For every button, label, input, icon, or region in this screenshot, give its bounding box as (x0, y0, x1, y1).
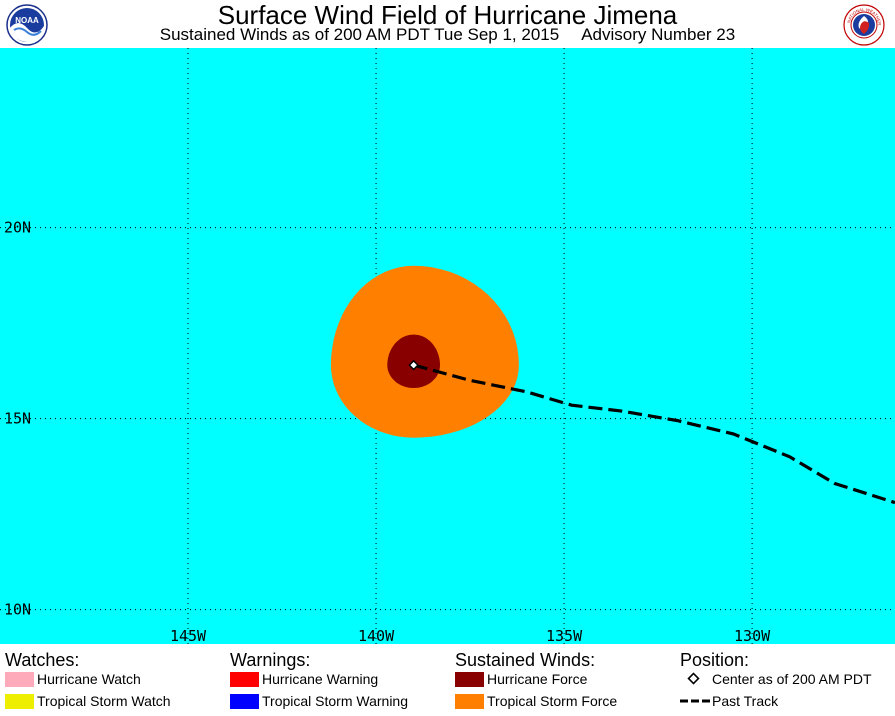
legend-past-track: Past Track (680, 691, 890, 711)
legend-watches-heading: Watches: (5, 650, 80, 670)
noaa-logo: NOAA (6, 4, 48, 46)
lon-label-130W: 130W (734, 627, 771, 644)
advisory-number: Advisory Number 23 (581, 25, 736, 44)
hurricane-watch-swatch (5, 672, 34, 687)
tropical-storm-warning-swatch (230, 694, 259, 709)
hurricane-force-swatch (455, 672, 484, 687)
storm-center-marker (408, 359, 419, 371)
tropical-storm-watch-swatch (5, 694, 34, 709)
hurricane-warning-label: Hurricane Warning (262, 671, 379, 687)
legend-warnings-heading: Warnings: (230, 650, 311, 670)
hurricane-watch-label: Hurricane Watch (37, 671, 141, 687)
lat-label-15N: 15N (4, 410, 31, 428)
lon-label-145W: 145W (170, 627, 207, 644)
header: NOAA Surface Wind Field of Hurricane Jim… (0, 0, 895, 48)
hurricane-force-label: Hurricane Force (487, 671, 588, 687)
legend-winds-heading: Sustained Winds: (455, 650, 596, 670)
noaa-logo-text: NOAA (15, 16, 39, 25)
lat-lon-labels: 20N 15N 10N 145W 140W 135W 130W (4, 219, 771, 644)
valid-time: Sustained Winds as of 200 AM PDT Tue Sep… (159, 25, 560, 44)
legend-position-heading: Position: (680, 650, 750, 670)
center-position-label: Center as of 200 AM PDT (712, 671, 872, 687)
lon-label-140W: 140W (358, 627, 395, 644)
lon-label-135W: 135W (546, 627, 583, 644)
lat-label-20N: 20N (4, 219, 31, 237)
hurricane-warning-swatch (230, 672, 259, 687)
past-track-label: Past Track (712, 693, 779, 709)
nws-logo: NATIONAL WEATHER SERVICE (843, 4, 885, 46)
lat-label-10N: 10N (4, 601, 31, 619)
past-track-line (413, 363, 895, 505)
map-title: Surface Wind Field of Hurricane Jimena (217, 0, 678, 30)
tropical-storm-force-swatch (455, 694, 484, 709)
map-subtitle: Sustained Winds as of 200 AM PDT Tue Sep… (0, 24, 895, 46)
legend-center-position: Center as of 200 AM PDT (680, 669, 890, 689)
legend: Watches: Hurricane Watch Tropical Storm … (0, 644, 895, 716)
past-track-icon (680, 699, 710, 703)
center-diamond-icon (687, 672, 700, 685)
wind-field-map: 20N 15N 10N 145W 140W 135W 130W (0, 48, 895, 644)
tropical-storm-watch-label: Tropical Storm Watch (37, 693, 171, 709)
tropical-storm-force-label: Tropical Storm Force (487, 693, 618, 709)
tropical-storm-warning-label: Tropical Storm Warning (262, 693, 409, 709)
lat-lon-grid (0, 48, 895, 644)
